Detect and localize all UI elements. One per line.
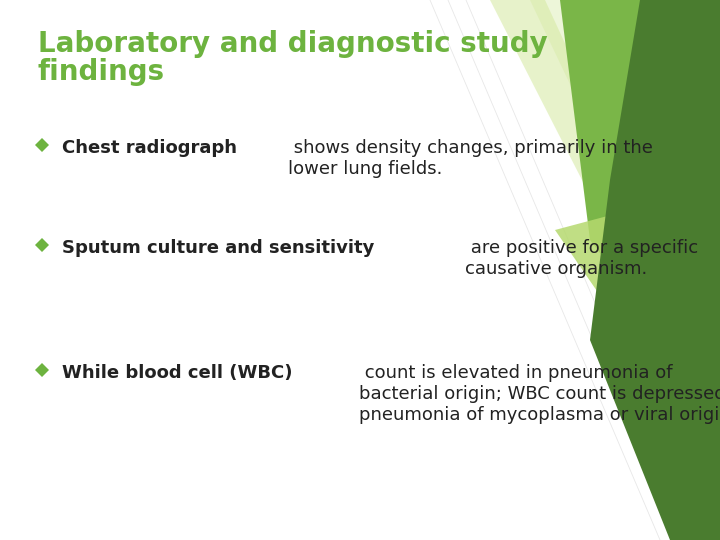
Text: Chest radiograph: Chest radiograph xyxy=(62,139,237,157)
Text: Laboratory and diagnostic study: Laboratory and diagnostic study xyxy=(38,30,548,58)
Polygon shape xyxy=(560,0,720,410)
Text: count is elevated in pneumonia of
bacterial origin; WBC count is depressed or no: count is elevated in pneumonia of bacter… xyxy=(359,364,720,423)
Polygon shape xyxy=(35,238,49,252)
Polygon shape xyxy=(35,363,49,377)
Text: findings: findings xyxy=(38,58,165,86)
Polygon shape xyxy=(555,210,720,470)
Polygon shape xyxy=(530,0,720,400)
Text: are positive for a specific
causative organism.: are positive for a specific causative or… xyxy=(465,239,698,278)
Text: Sputum culture and sensitivity: Sputum culture and sensitivity xyxy=(62,239,374,257)
Polygon shape xyxy=(490,0,720,450)
Polygon shape xyxy=(590,0,720,540)
Text: While blood cell (WBC): While blood cell (WBC) xyxy=(62,364,292,382)
Text: shows density changes, primarily in the
lower lung fields.: shows density changes, primarily in the … xyxy=(288,139,653,178)
Polygon shape xyxy=(35,138,49,152)
